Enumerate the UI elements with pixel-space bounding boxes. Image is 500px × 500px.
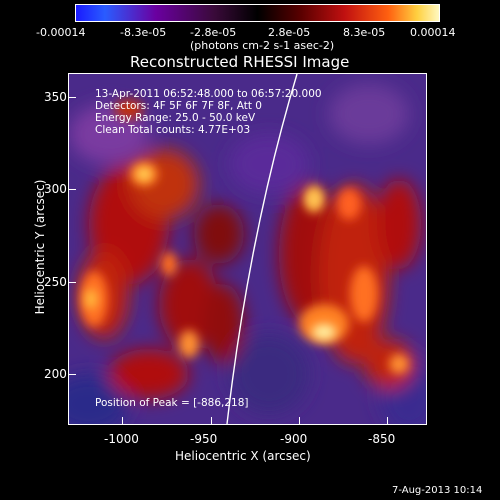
x-tick-mark bbox=[211, 417, 212, 425]
solar-limb-line bbox=[226, 74, 298, 424]
colorbar-label: 0.00014 bbox=[410, 26, 456, 39]
colorbar-units: (photons cm-2 s-1 asec-2) bbox=[190, 39, 335, 52]
x-tick-label: -1000 bbox=[104, 432, 139, 446]
y-tick-label: 250 bbox=[44, 275, 67, 289]
detectors-text: Detectors: 4F 5F 6F 7F 8F, Att 0 bbox=[95, 100, 262, 112]
colorbar-label: 2.8e-05 bbox=[268, 26, 311, 39]
x-tick-mark bbox=[299, 417, 300, 425]
colorbar-label: -2.8e-05 bbox=[190, 26, 237, 39]
x-tick-mark bbox=[122, 417, 123, 425]
y-tick-mark bbox=[68, 97, 76, 98]
y-tick-mark bbox=[68, 282, 76, 283]
x-tick-label: -850 bbox=[368, 432, 396, 446]
y-tick-label: 300 bbox=[44, 182, 67, 196]
x-tick-label: -950 bbox=[190, 432, 218, 446]
rhessi-image bbox=[68, 73, 427, 425]
peak-position-text: Position of Peak = [-886,218] bbox=[95, 397, 249, 409]
y-tick-label: 200 bbox=[44, 367, 67, 381]
y-tick-label: 350 bbox=[44, 90, 67, 104]
clean-text: Clean Total counts: 4.77E+03 bbox=[95, 124, 251, 136]
footer-date: 7-Aug-2013 10:14 bbox=[392, 485, 483, 496]
colorbar-label: 8.3e-05 bbox=[343, 26, 386, 39]
y-tick-mark bbox=[68, 374, 76, 375]
x-tick-label: -900 bbox=[280, 432, 308, 446]
x-axis-label: Heliocentric X (arcsec) bbox=[175, 449, 311, 463]
image-title: Reconstructed RHESSI Image bbox=[130, 53, 350, 71]
colorbar bbox=[75, 4, 440, 22]
time-range-text: 13-Apr-2011 06:52:48.000 to 06:57:20.000 bbox=[95, 88, 322, 100]
colorbar-label: -8.3e-05 bbox=[120, 26, 167, 39]
rhessi-map-svg bbox=[69, 74, 426, 424]
colorbar-label: -0.00014 bbox=[36, 26, 86, 39]
y-axis-label: Heliocentric Y (arcsec) bbox=[33, 179, 47, 315]
x-tick-mark bbox=[387, 417, 388, 425]
y-tick-mark bbox=[68, 189, 76, 190]
energy-range-text: Energy Range: 25.0 - 50.0 keV bbox=[95, 112, 256, 124]
